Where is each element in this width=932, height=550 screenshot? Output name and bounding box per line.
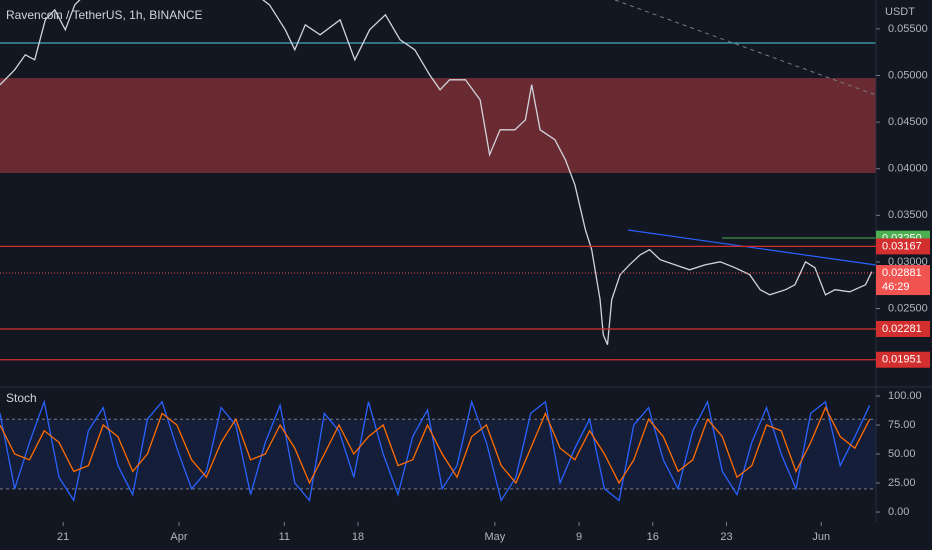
price-line xyxy=(0,399,871,503)
x-tick-label: 9 xyxy=(576,531,582,543)
y-tick-label: 0.02500 xyxy=(888,302,928,314)
x-tick-label: Jun xyxy=(812,531,830,543)
level-label: 0.02281 xyxy=(882,323,922,335)
trend-line xyxy=(627,229,877,266)
level-tag xyxy=(876,351,930,368)
level-tag xyxy=(876,238,930,255)
x-tick-label: 16 xyxy=(647,531,659,543)
x-tick-label: 23 xyxy=(720,531,732,543)
y-tick-label: 0.04500 xyxy=(888,116,928,128)
x-tick-label: Apr xyxy=(170,531,187,543)
unit-label: USDT xyxy=(885,6,915,18)
x-tick-label: 11 xyxy=(279,531,290,543)
stoch-band xyxy=(0,419,876,489)
level-tag xyxy=(876,320,930,337)
level-label: 0.01951 xyxy=(882,354,922,366)
indicator-title: Stoch xyxy=(6,391,37,405)
y-tick-label: 50.00 xyxy=(888,448,916,460)
price-line xyxy=(0,0,873,345)
y-tick-label: 75.00 xyxy=(888,419,916,431)
x-tick-label: May xyxy=(484,531,505,543)
y-tick-label: 25.00 xyxy=(888,477,916,489)
trend-line xyxy=(614,0,877,96)
y-tick-label: 0.05000 xyxy=(888,69,928,81)
level-label: 0.03167 xyxy=(882,240,922,252)
last-price-label: 0.02881 xyxy=(882,267,922,279)
price-line xyxy=(0,406,871,485)
countdown-label: 46:29 xyxy=(882,281,910,293)
x-tick-label: 18 xyxy=(352,531,364,543)
chart-title: Ravencoin / TetherUS, 1h, BINANCE xyxy=(6,8,203,22)
y-tick-label: 0.00 xyxy=(888,506,909,518)
y-tick-label: 0.04000 xyxy=(888,163,928,175)
y-tick-label: 100.00 xyxy=(888,390,922,402)
y-tick-label: 0.03000 xyxy=(888,256,928,268)
y-tick-label: 0.03500 xyxy=(888,209,928,221)
x-tick-label: 21 xyxy=(57,531,69,543)
resistance-zone xyxy=(0,78,876,173)
y-tick-label: 0.05500 xyxy=(888,23,928,35)
last-price-tag xyxy=(876,265,930,296)
